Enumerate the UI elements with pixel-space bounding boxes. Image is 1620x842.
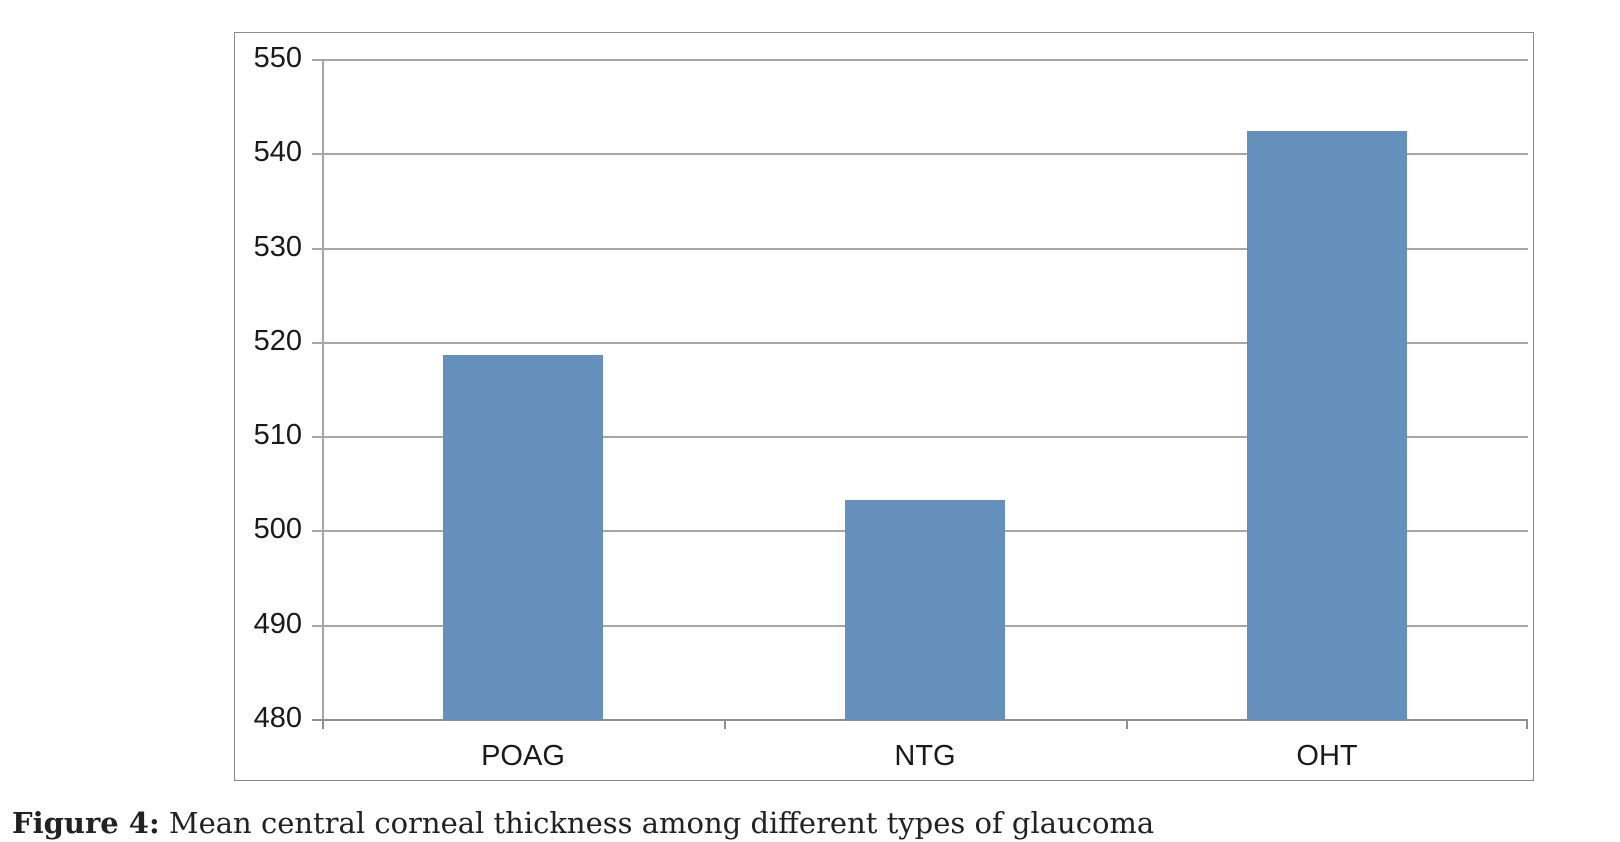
y-tick-label: 500 bbox=[253, 513, 302, 546]
y-tick-label: 520 bbox=[253, 324, 302, 357]
y-tick-label: 490 bbox=[253, 607, 302, 640]
y-tick-label: 530 bbox=[253, 230, 302, 263]
gridline bbox=[312, 247, 1528, 250]
y-tick-label: 550 bbox=[253, 42, 302, 74]
bar-poag bbox=[443, 355, 603, 720]
bar-ntg bbox=[845, 500, 1005, 720]
x-tick-label: OHT bbox=[1296, 740, 1358, 772]
x-tick bbox=[322, 720, 324, 729]
caption-text: Mean central corneal thickness among dif… bbox=[159, 806, 1155, 840]
plot-area bbox=[312, 59, 1528, 729]
gridline bbox=[312, 341, 1528, 344]
y-tick-label: 510 bbox=[253, 419, 302, 452]
gridline bbox=[312, 59, 1528, 61]
gridline bbox=[312, 153, 1528, 156]
x-tick bbox=[1126, 720, 1128, 729]
x-axis bbox=[312, 719, 1528, 721]
x-tick-label: NTG bbox=[894, 740, 956, 772]
figure-caption: Figure 4: Mean central corneal thickness… bbox=[12, 806, 1154, 840]
x-tick bbox=[724, 720, 726, 729]
y-tick-label: 480 bbox=[253, 702, 302, 734]
x-tick-label: POAG bbox=[481, 740, 565, 772]
caption-label: Figure 4: bbox=[12, 806, 160, 840]
bar-oht bbox=[1247, 130, 1407, 720]
y-axis bbox=[322, 60, 324, 728]
x-tick bbox=[1526, 720, 1528, 729]
y-tick-label: 540 bbox=[253, 136, 302, 169]
gridline bbox=[312, 436, 1528, 439]
